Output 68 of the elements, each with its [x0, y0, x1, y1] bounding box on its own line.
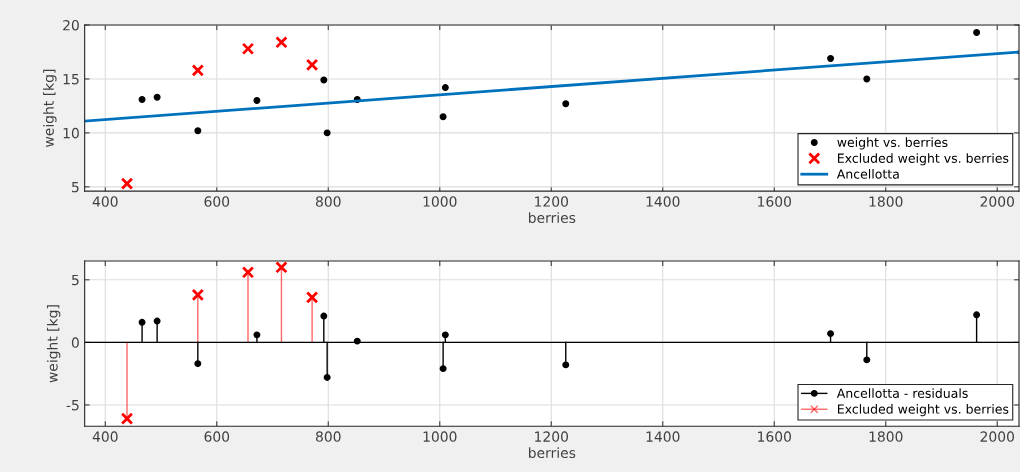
y-tick-label: 10 — [63, 127, 79, 139]
point — [275, 261, 288, 274]
point — [439, 365, 447, 373]
point — [120, 177, 134, 190]
y-tick-label: 15 — [63, 74, 79, 85]
point — [194, 360, 202, 368]
x-tick-label: 1000 — [423, 196, 457, 207]
point — [562, 100, 570, 108]
x-tick-label: 1800 — [869, 431, 903, 442]
point — [827, 330, 835, 338]
point — [275, 36, 288, 49]
point — [863, 75, 871, 83]
x-tick-label: 1000 — [423, 431, 457, 442]
y-tick-label: 5 — [72, 274, 79, 286]
point — [191, 288, 205, 302]
x-axis-title: berries — [528, 447, 576, 459]
point — [973, 311, 981, 319]
point — [323, 129, 331, 137]
point — [562, 361, 570, 369]
legend-label: Excluded weight vs. berries — [837, 404, 1009, 417]
point — [253, 331, 261, 339]
legend-label: Excluded weight vs. berries — [837, 153, 1009, 166]
x-tick-label: 1600 — [758, 431, 791, 442]
point — [138, 95, 146, 103]
x-tick-label: 600 — [204, 431, 230, 442]
x-tick-label: 800 — [315, 431, 341, 442]
point — [439, 113, 447, 121]
point — [323, 373, 331, 381]
x-tick-label: 1800 — [869, 196, 903, 207]
x-tick-label: 600 — [204, 196, 230, 207]
point — [827, 54, 835, 62]
point — [120, 412, 134, 425]
legend-label: weight vs. berries — [837, 137, 948, 150]
point — [320, 76, 328, 84]
x-tick-label: 400 — [92, 196, 118, 207]
point — [305, 291, 319, 304]
y-tick-label: 20 — [63, 19, 79, 31]
point — [241, 42, 255, 55]
point — [441, 84, 449, 92]
x-tick-label: 2000 — [980, 196, 1014, 207]
y-tick-label: 5 — [72, 182, 79, 193]
point — [973, 29, 981, 37]
point — [305, 58, 319, 72]
y-axis-title: weight [kg] — [43, 69, 57, 147]
point — [320, 312, 328, 320]
point — [863, 356, 871, 364]
point — [253, 97, 261, 105]
point — [138, 318, 146, 326]
point — [153, 93, 161, 101]
x-tick-label: 1400 — [646, 196, 680, 207]
legend-label: Ancellotta - residuals — [836, 388, 968, 398]
point — [153, 317, 161, 325]
x-tick-label: 1400 — [646, 431, 680, 442]
point — [191, 64, 205, 77]
x-tick-label: 1200 — [535, 196, 569, 207]
x-tick-label: 400 — [92, 431, 118, 442]
point — [194, 127, 202, 135]
x-axis-title: berries — [528, 212, 576, 223]
x-tick-label: 1600 — [758, 196, 791, 207]
y-tick-label: -5 — [66, 400, 79, 411]
y-axis-title: weight [kg] — [46, 305, 61, 383]
x-tick-label: 2000 — [980, 431, 1014, 442]
x-tick-label: 1200 — [535, 431, 569, 442]
point — [441, 331, 449, 339]
x-tick-label: 800 — [315, 196, 341, 207]
legend-label: Ancellotta — [836, 169, 899, 179]
point — [241, 266, 255, 279]
y-tick-label: 0 — [71, 337, 79, 348]
